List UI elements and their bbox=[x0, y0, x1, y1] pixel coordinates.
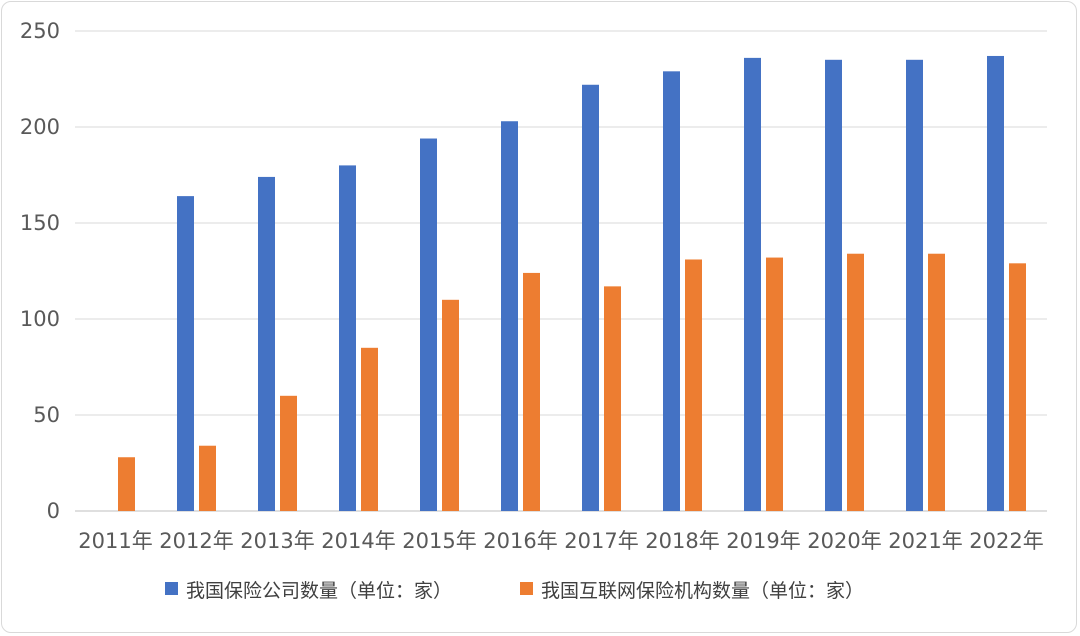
x-tick-label: 2012年 bbox=[159, 529, 233, 553]
legend-label-internet-insurers: 我国互联网保险机构数量（单位：家） bbox=[541, 580, 864, 602]
x-tick-label: 2015年 bbox=[402, 529, 476, 553]
bar-insurers bbox=[501, 121, 518, 512]
bar-internet-insurers bbox=[442, 299, 459, 511]
bar-insurers bbox=[420, 138, 437, 511]
bar-internet-insurers bbox=[280, 395, 297, 511]
bar-insurers bbox=[906, 59, 923, 512]
legend-swatch-insurers bbox=[165, 582, 178, 595]
bars bbox=[118, 55, 1026, 512]
y-tick-label: 150 bbox=[20, 211, 60, 235]
y-tick-label: 200 bbox=[20, 115, 60, 139]
bar-internet-insurers bbox=[1009, 263, 1026, 511]
x-tick-label: 2016年 bbox=[483, 529, 557, 553]
x-tick-label: 2017年 bbox=[564, 529, 638, 553]
bar-insurers bbox=[663, 71, 680, 511]
bar-insurers bbox=[987, 55, 1004, 512]
bar-internet-insurers bbox=[199, 445, 216, 511]
legend: 我国保险公司数量（单位：家） 我国互联网保险机构数量（单位：家） bbox=[165, 580, 864, 602]
y-tick-label: 0 bbox=[47, 499, 60, 523]
bar-internet-insurers bbox=[928, 253, 945, 511]
legend-swatch-internet-insurers bbox=[520, 582, 533, 595]
bar-internet-insurers bbox=[118, 457, 135, 511]
bar-internet-insurers bbox=[766, 257, 783, 511]
y-tick-label: 50 bbox=[33, 403, 60, 427]
bar-insurers bbox=[339, 165, 356, 511]
bar-insurers bbox=[258, 176, 275, 512]
x-tick-label: 2020年 bbox=[807, 529, 881, 553]
bar-insurers bbox=[744, 57, 761, 511]
x-tick-label: 2019年 bbox=[726, 529, 800, 553]
bar-internet-insurers bbox=[361, 347, 378, 511]
legend-label-insurers: 我国保险公司数量（单位：家） bbox=[186, 580, 452, 602]
x-tick-label: 2022年 bbox=[969, 529, 1043, 553]
x-axis-ticks: 2011年 2012年 2013年 2014年 2015年 2016年 2017年 2018年… bbox=[78, 529, 1043, 553]
bar-internet-insurers bbox=[685, 259, 702, 511]
x-tick-label: 2013年 bbox=[240, 529, 314, 553]
bar-internet-insurers bbox=[523, 272, 540, 511]
bar-internet-insurers bbox=[604, 286, 621, 511]
y-tick-label: 250 bbox=[20, 19, 60, 43]
x-tick-label: 2021年 bbox=[888, 529, 962, 553]
bar-insurers bbox=[177, 196, 194, 511]
x-tick-label: 2014年 bbox=[321, 529, 395, 553]
bar-insurers bbox=[825, 59, 842, 512]
bar-internet-insurers bbox=[847, 253, 864, 511]
y-tick-label: 100 bbox=[20, 307, 60, 331]
x-tick-label: 2011年 bbox=[78, 529, 152, 553]
y-axis-ticks: 0 50 100 150 200 250 bbox=[20, 19, 60, 523]
bar-insurers bbox=[582, 84, 599, 511]
gridlines bbox=[75, 30, 1047, 512]
x-tick-label: 2018年 bbox=[645, 529, 719, 553]
